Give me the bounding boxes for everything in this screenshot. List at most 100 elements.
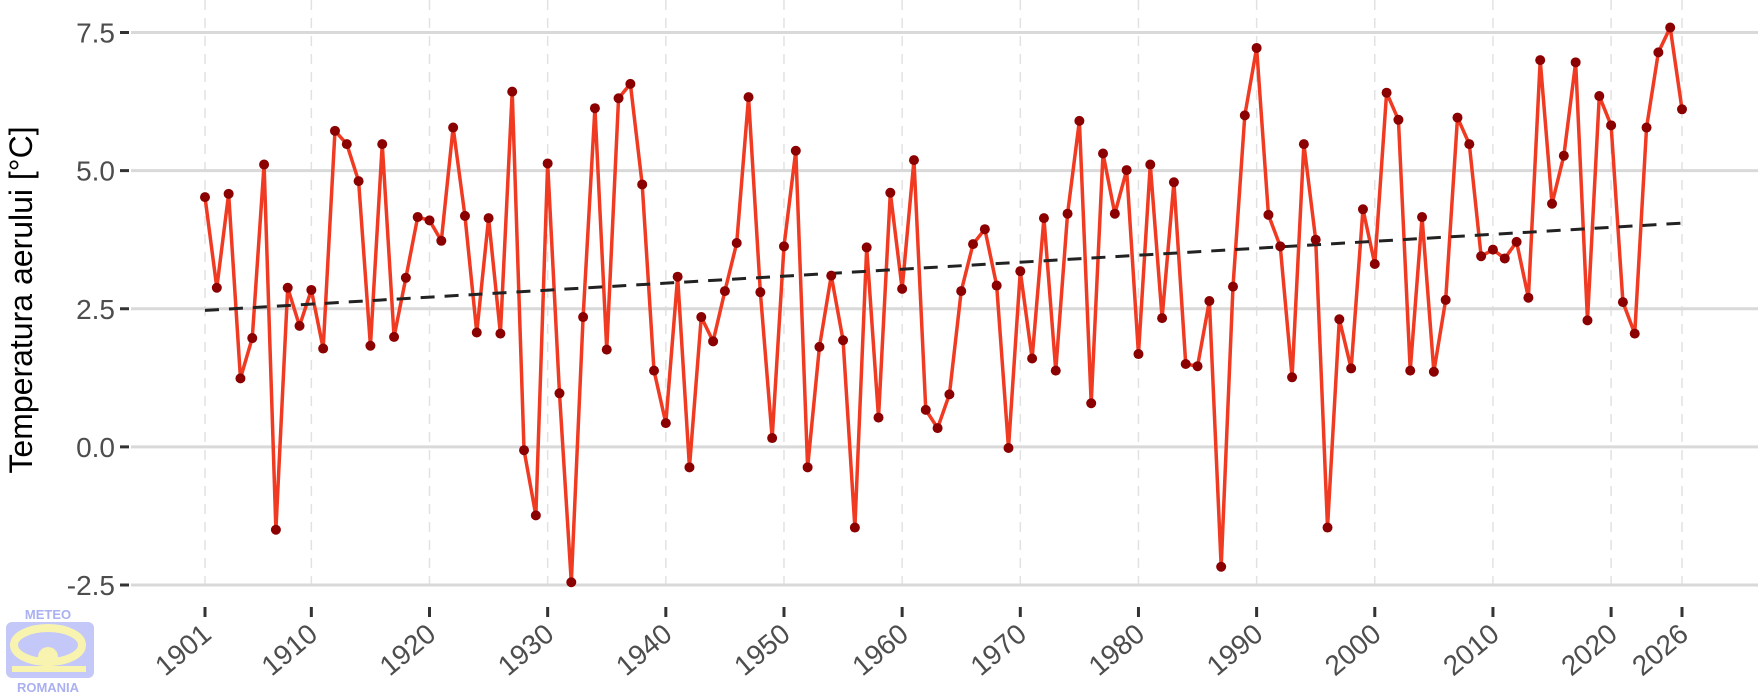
data-point [708, 336, 719, 347]
data-point [1275, 241, 1286, 252]
data-point [589, 103, 600, 114]
data-point [802, 462, 813, 473]
x-tick-label: 2026 [1626, 618, 1694, 682]
data-point [1617, 297, 1628, 308]
data-point [1499, 253, 1510, 264]
data-point [1216, 561, 1227, 572]
data-point [1677, 104, 1687, 115]
data-point [968, 239, 979, 250]
data-point [1653, 47, 1664, 58]
data-point [329, 125, 340, 136]
data-point [1511, 236, 1522, 247]
data-point [424, 215, 435, 226]
data-point [1050, 365, 1061, 376]
data-point [1098, 148, 1109, 159]
data-point [1204, 296, 1215, 307]
data-point [767, 433, 778, 444]
data-point [1015, 266, 1026, 277]
data-point [1594, 91, 1605, 102]
data-point [495, 328, 506, 339]
data-point [542, 158, 553, 169]
data-point [873, 412, 884, 423]
x-tick-label: 2020 [1555, 618, 1623, 682]
logo-text-top: METEO [25, 607, 71, 622]
data-point [1476, 251, 1487, 262]
data-point [1157, 313, 1168, 324]
data-point [1582, 315, 1593, 326]
y-tick-label: 5.0 [76, 156, 115, 187]
y-tick-label: 0.0 [76, 432, 115, 463]
data-point [1369, 258, 1380, 269]
data-point [1310, 234, 1321, 245]
data-point [613, 93, 624, 104]
data-point [1239, 110, 1250, 121]
data-point [660, 418, 671, 429]
data-point [282, 282, 293, 293]
data-point [247, 333, 258, 344]
data-point [318, 343, 329, 354]
data-point [1003, 442, 1014, 453]
data-point [719, 286, 730, 297]
data-point [1251, 42, 1262, 53]
series [200, 22, 1687, 588]
x-tick-label: 1970 [965, 618, 1033, 682]
x-tick-label: 1980 [1083, 618, 1151, 682]
data-point [885, 187, 896, 198]
data-point [1180, 359, 1191, 369]
data-point [1393, 114, 1404, 125]
data-point [920, 404, 931, 415]
data-point [353, 176, 364, 187]
data-point [1062, 208, 1073, 219]
x-tick-label: 1960 [846, 618, 914, 682]
data-point [377, 139, 388, 150]
data-point [578, 312, 589, 323]
data-point [1121, 165, 1132, 176]
data-point [1109, 208, 1120, 219]
data-point [838, 335, 849, 346]
data-point [519, 445, 530, 456]
data-point [861, 242, 872, 253]
y-tick-label: 2.5 [76, 294, 115, 325]
data-point [259, 159, 270, 170]
data-point [223, 188, 234, 199]
data-point [1298, 139, 1309, 150]
data-point [235, 373, 246, 384]
data-point [1381, 87, 1392, 98]
data-point [1263, 209, 1274, 220]
data-point [1570, 57, 1581, 68]
data-point [211, 282, 222, 293]
data-point [649, 365, 660, 376]
x-tick-label: 1910 [256, 618, 324, 682]
data-point [696, 312, 707, 323]
x-axis: 1901 1910 1920 1930 1940 1950 1960 1970 1980 1990… [149, 607, 1694, 682]
x-tick-label: 1940 [610, 618, 678, 682]
data-point [1027, 353, 1038, 364]
data-point [932, 423, 943, 434]
grid [131, 0, 1758, 593]
data-point [1086, 398, 1097, 409]
data-point [1523, 292, 1534, 303]
data-point [1357, 204, 1368, 215]
data-point [849, 522, 860, 533]
data-point [448, 122, 459, 133]
data-point [436, 235, 447, 246]
data-point [908, 155, 919, 166]
data-point [1417, 212, 1428, 223]
data-point [672, 271, 683, 282]
data-point [1606, 120, 1617, 131]
data-point [1641, 122, 1652, 133]
data-point [389, 331, 400, 342]
data-point [530, 510, 541, 521]
data-point [956, 286, 967, 297]
data-point [1629, 328, 1640, 339]
data-point [1665, 22, 1676, 33]
data-point [1428, 366, 1439, 377]
data-point [790, 145, 801, 156]
data-point [625, 78, 636, 89]
data-point [483, 213, 494, 224]
y-axis-title: Temperatura aerului [°C] [3, 126, 39, 473]
data-point [1227, 281, 1238, 292]
trend-line [204, 221, 1683, 312]
data-point [731, 238, 742, 249]
